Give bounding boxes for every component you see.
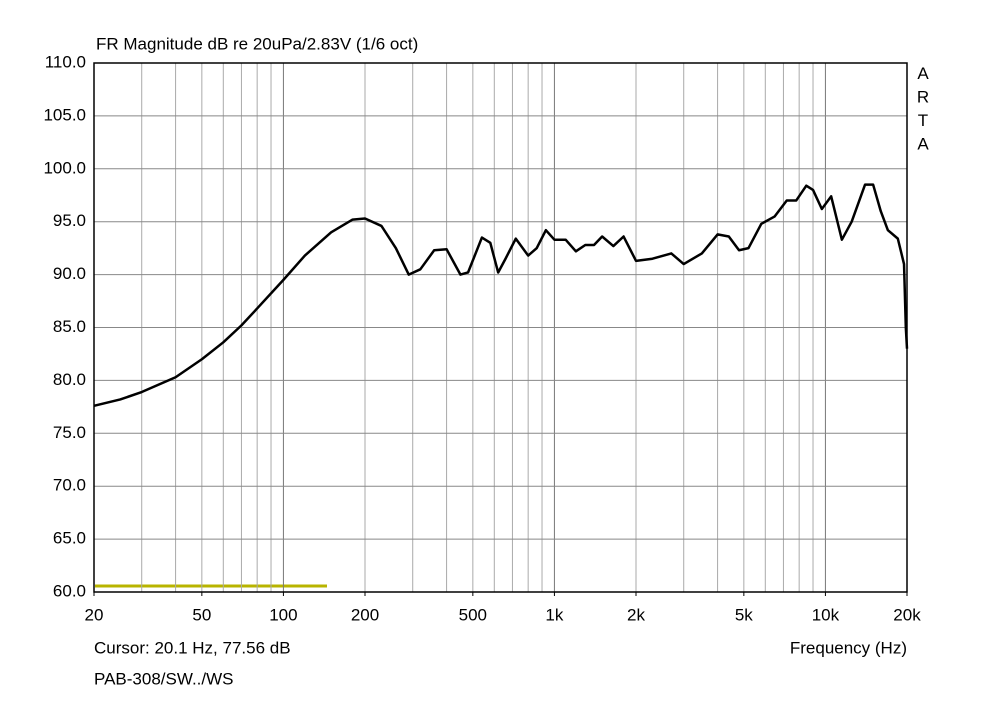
x-tick-label: 5k [735,605,753,624]
fr-curve [93,183,909,408]
x-tick-label: 20k [893,605,921,624]
y-tick-label: 80.0 [53,370,86,389]
x-axis-label: Frequency (Hz) [790,638,907,657]
y-tick-label: 90.0 [53,264,86,283]
x-tick-label: 2k [627,605,645,624]
y-tick-label: 110.0 [45,52,86,71]
y-tick-label: 100.0 [43,158,86,177]
y-tick-label: 105.0 [43,105,86,124]
footer-label: PAB-308/SW../WS [94,669,234,688]
cursor-readout: Cursor: 20.1 Hz, 77.56 dB [94,638,291,657]
y-tick-label: 60.0 [53,581,86,600]
y-tick-label: 70.0 [53,476,86,495]
x-tick-label: 20 [85,605,104,624]
y-tick-label: 75.0 [53,423,86,442]
x-tick-label: 500 [459,605,487,624]
x-tick-label: 10k [812,605,840,624]
y-tick-label: 95.0 [53,211,86,230]
x-tick-label: 1k [545,605,563,624]
x-tick-label: 50 [192,605,211,624]
x-tick-label: 100 [269,605,297,624]
y-tick-label: 85.0 [53,317,86,336]
x-tick-label: 200 [351,605,379,624]
chart-title: FR Magnitude dB re 20uPa/2.83V (1/6 oct) [96,34,418,53]
y-tick-label: 65.0 [53,529,86,548]
